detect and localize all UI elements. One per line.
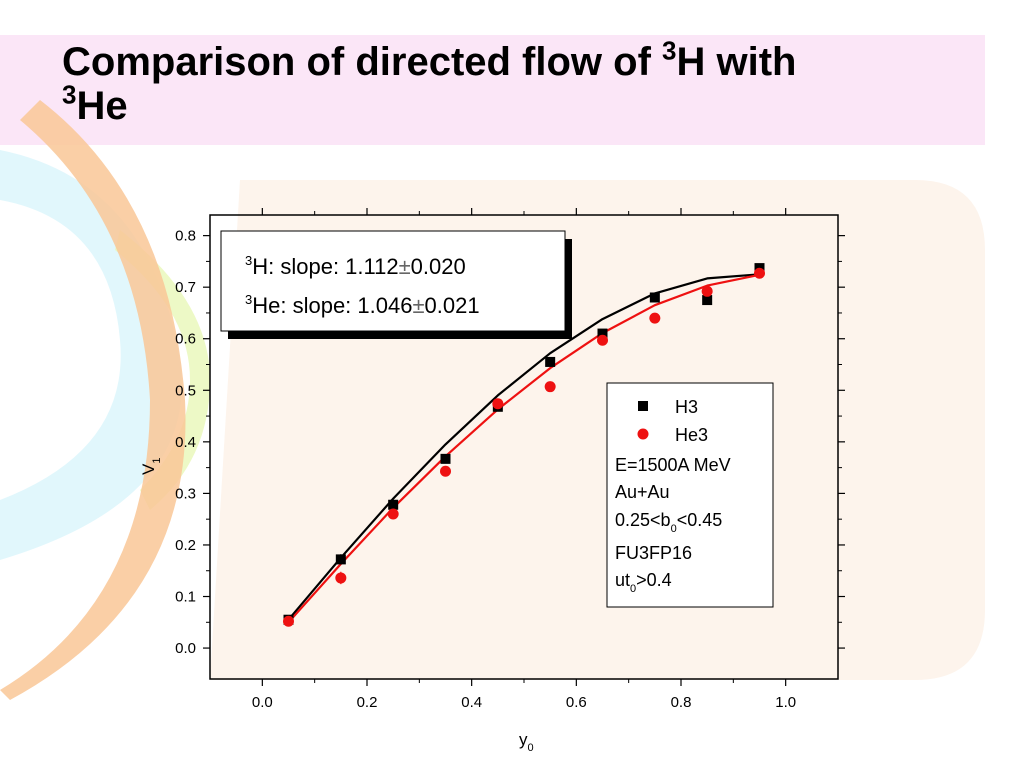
axes: 0.0 0.2 0.4 0.6 0.8 1.0 0.0 0.1 0.2 0.3 0.4 0.5 0.6 0… <box>175 208 845 711</box>
data-points <box>283 263 765 627</box>
title-superscript-1: 3 <box>662 35 677 66</box>
legend-system: Au+Au <box>615 482 670 502</box>
slope-box-frame <box>220 230 566 332</box>
data-point-he3 <box>335 572 347 584</box>
data-point-h3 <box>335 554 346 565</box>
y-axis-label: V1 <box>139 458 163 475</box>
slide-title: Comparison of directed flow of 3H with 3H… <box>62 37 962 128</box>
y-tick-label: 0.4 <box>175 434 196 451</box>
data-point-he3 <box>387 508 399 520</box>
y-tick-label: 0.3 <box>175 485 196 502</box>
title-text-2: H with <box>676 40 797 84</box>
data-point-h3 <box>545 356 556 367</box>
data-point-he3 <box>649 312 661 324</box>
fit-curves <box>287 273 760 624</box>
slope-box: 3H: slope: 1.112±0.020 3He: slope: 1.046… <box>220 230 572 339</box>
title-text-3: He <box>76 84 128 128</box>
legend-marker-he3 <box>637 428 649 440</box>
data-point-h3 <box>702 295 713 306</box>
legend-filter: FU3FP16 <box>615 543 692 563</box>
title-superscript-2: 3 <box>62 79 77 110</box>
data-point-h3 <box>440 453 451 464</box>
y-tick-label: 0.5 <box>175 382 196 399</box>
data-point-he3 <box>754 267 765 279</box>
x-tick-label: 0.6 <box>566 694 587 711</box>
y-tick-label: 0.1 <box>175 589 196 606</box>
legend-marker-h3 <box>638 401 648 411</box>
legend-frame <box>606 382 774 608</box>
legend-label-h3: H3 <box>675 397 698 417</box>
legend-impact: 0.25<b0<0.45 <box>615 510 722 535</box>
fit-line-he3 <box>287 273 760 624</box>
x-tick-label: 0.0 <box>252 694 273 711</box>
legend-ut: ut0>0.4 <box>615 570 672 595</box>
legend-energy: E=1500A MeV <box>615 455 731 475</box>
data-point-h3 <box>597 328 608 339</box>
decorative-arc-lime <box>115 230 210 510</box>
title-text-1: Comparison of directed flow of <box>62 40 663 84</box>
legend: H3 He3 E=1500A MeV Au+Au 0.25<b0<0.45 FU… <box>606 382 774 608</box>
y-tick-label: 0.7 <box>175 279 196 296</box>
data-point-he3 <box>597 334 608 346</box>
data-point-he3 <box>492 398 504 410</box>
data-point-he3 <box>701 285 713 297</box>
data-point-he3 <box>283 615 294 627</box>
x-tick-label: 1.0 <box>775 694 796 711</box>
x-tick-label: 0.4 <box>461 694 482 711</box>
slope-he3: 3He: slope: 1.046±0.021 <box>245 292 480 318</box>
title-band <box>0 35 985 145</box>
y-tick-label: 0.2 <box>175 537 196 554</box>
slope-h3: 3H: slope: 1.112±0.020 <box>245 253 466 279</box>
y-tick-label: 0.6 <box>175 331 196 348</box>
legend-label-he3: He3 <box>675 425 708 445</box>
y-tick-label: 0.0 <box>175 640 196 657</box>
data-point-he3 <box>440 465 451 477</box>
data-point-he3 <box>544 381 556 393</box>
x-tick-label: 0.8 <box>671 694 692 711</box>
data-point-h3 <box>388 499 399 510</box>
data-point-h3 <box>649 292 660 303</box>
x-tick-label: 0.2 <box>357 694 378 711</box>
decorative-arc-orange <box>0 100 186 700</box>
fit-line-h3 <box>287 273 760 621</box>
x-axis-label: y0 <box>519 730 534 754</box>
y-tick-label: 0.8 <box>175 228 196 245</box>
